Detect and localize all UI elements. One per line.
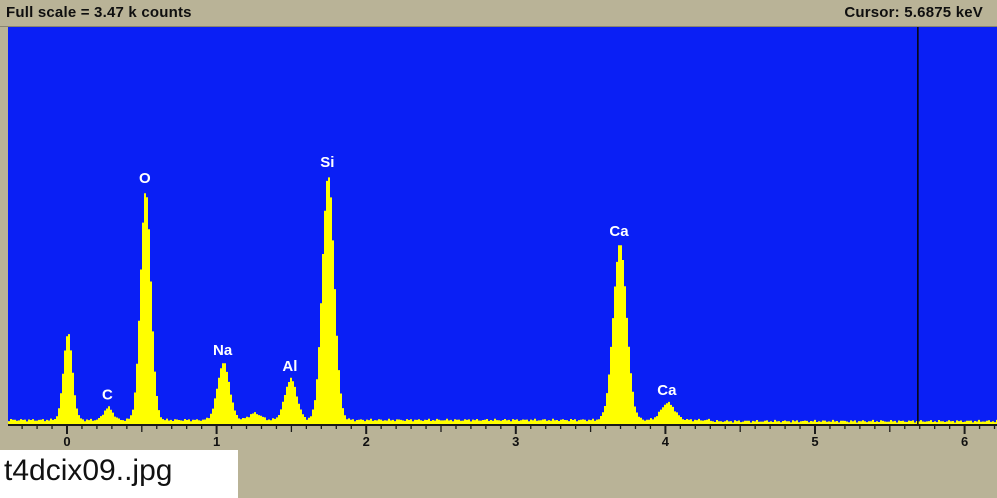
x-tick-label-3: 3: [512, 434, 519, 449]
peak-label-ca-7: Ca: [609, 223, 629, 240]
peak-label-o-2: O: [139, 170, 151, 187]
x-tick-label-5: 5: [811, 434, 818, 449]
cursor-readout: Cursor: 5.6875 keV: [844, 4, 983, 21]
status-bar: Full scale = 3.47 k counts Cursor: 5.687…: [0, 0, 997, 27]
peak-label-si-6: Si: [320, 154, 334, 171]
energy-axis-bar: [0, 424, 997, 454]
x-tick-label-6: 6: [961, 434, 968, 449]
peak-label-na-3: Na: [213, 342, 233, 359]
x-tick-label-2: 2: [363, 434, 370, 449]
filename-caption: t4dcix09..jpg: [4, 454, 173, 487]
filename-caption-box: t4dcix09..jpg: [0, 450, 238, 498]
plot-area[interactable]: [8, 27, 997, 424]
x-tick-label-0: 0: [63, 434, 70, 449]
x-tick-label-4: 4: [662, 434, 670, 449]
peak-label-ca-8: Ca: [657, 382, 677, 399]
x-tick-label-1: 1: [213, 434, 220, 449]
peak-label-c-1: C: [102, 386, 113, 403]
spectrum-trace: [8, 177, 997, 424]
full-scale-readout: Full scale = 3.47 k counts: [6, 4, 192, 21]
peak-label-al-5: Al: [282, 358, 297, 375]
